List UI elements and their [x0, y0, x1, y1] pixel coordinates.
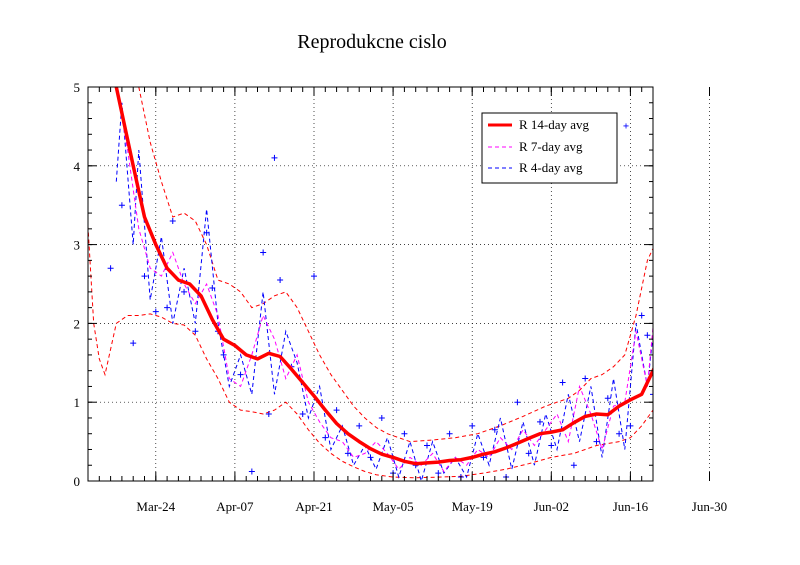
y-tick-label: 2 [74, 316, 81, 331]
daily-point [152, 308, 159, 315]
daily-point [582, 375, 589, 382]
series-line-r-7-day-avg [115, 87, 653, 473]
daily-point [537, 418, 543, 425]
x-tick-label: May-19 [452, 499, 493, 514]
daily-point [356, 422, 363, 429]
x-tick-label: Apr-21 [295, 499, 332, 514]
daily-point [729, 395, 735, 401]
y-tick-label: 1 [74, 395, 81, 410]
daily-point [678, 320, 684, 326]
daily-point [604, 395, 611, 402]
daily-point [169, 217, 176, 224]
daily-point [559, 379, 566, 386]
stray-point: + [623, 121, 629, 132]
daily-point [181, 288, 188, 295]
daily-point [491, 426, 498, 433]
daily-point [638, 312, 645, 319]
daily-point [107, 265, 114, 272]
daily-point [570, 462, 577, 469]
daily-point [627, 422, 634, 429]
daily-point [333, 407, 340, 414]
x-tick-labels: Mar-24 Apr-07 Apr-21 May-05 May-19 Jun-02 Jun-… [136, 499, 727, 514]
daily-point [378, 414, 385, 421]
daily-point [684, 376, 690, 382]
series-lines [114, 87, 653, 481]
daily-point [735, 419, 741, 425]
axis-ticks [87, 86, 710, 482]
daily-point [277, 277, 284, 284]
x-tick-label: Jun-02 [534, 499, 569, 514]
x-tick-label: Mar-24 [136, 499, 175, 514]
daily-point [469, 422, 476, 429]
band-line-upper [138, 87, 653, 443]
daily-point [548, 442, 555, 449]
daily-point [446, 430, 453, 437]
daily-point [118, 202, 125, 209]
x-tick-label: May-05 [373, 499, 414, 514]
confidence-bands [88, 87, 653, 479]
daily-point [661, 297, 667, 303]
daily-point [644, 332, 651, 339]
series-line-r-4-day-avg [115, 102, 653, 481]
daily-point [271, 154, 278, 161]
daily-point [130, 340, 137, 347]
daily-point [673, 194, 679, 200]
y-tick-label: 3 [74, 238, 81, 253]
daily-point [237, 371, 244, 378]
chart-title: Reprodukcne cislo [297, 31, 446, 53]
daily-point [593, 438, 600, 445]
daily-points [107, 154, 746, 481]
y-tick-label: 4 [74, 159, 81, 174]
daily-point [525, 450, 532, 457]
daily-point [311, 273, 317, 280]
daily-point [248, 468, 255, 475]
legend-label-r14: R 14-day avg [519, 117, 590, 132]
daily-point [192, 328, 199, 335]
daily-point [424, 442, 430, 449]
y-tick-label: 0 [74, 474, 81, 489]
daily-point [435, 470, 442, 477]
daily-point [740, 222, 746, 228]
daily-point [322, 434, 329, 441]
y-tick-labels: 0 1 2 3 4 5 [74, 80, 81, 489]
daily-point [260, 249, 267, 256]
daily-point [514, 399, 521, 406]
x-tick-label: Apr-07 [216, 499, 254, 514]
grid [88, 87, 710, 481]
daily-point [695, 411, 701, 417]
y-tick-label: 5 [74, 80, 81, 95]
daily-point [690, 257, 696, 263]
daily-point [616, 430, 623, 437]
daily-point [141, 273, 148, 280]
series-line-r-14-day-avg [114, 87, 653, 466]
daily-point [650, 391, 653, 398]
daily-point [164, 304, 171, 311]
legend-label-r7: R 7-day avg [519, 139, 583, 154]
daily-point [401, 430, 408, 437]
daily-point [718, 206, 724, 212]
daily-point [707, 273, 713, 279]
x-tick-label: Jun-30 [692, 499, 727, 514]
legend: R 14-day avg R 7-day avg R 4-day avg [481, 112, 618, 184]
legend-label-r4: R 4-day avg [519, 160, 583, 175]
band-line-lower [88, 218, 653, 479]
daily-point [265, 411, 272, 418]
daily-point [299, 411, 306, 418]
stray-plus-marker: + [623, 121, 629, 132]
x-tick-label: Jun-16 [613, 499, 649, 514]
